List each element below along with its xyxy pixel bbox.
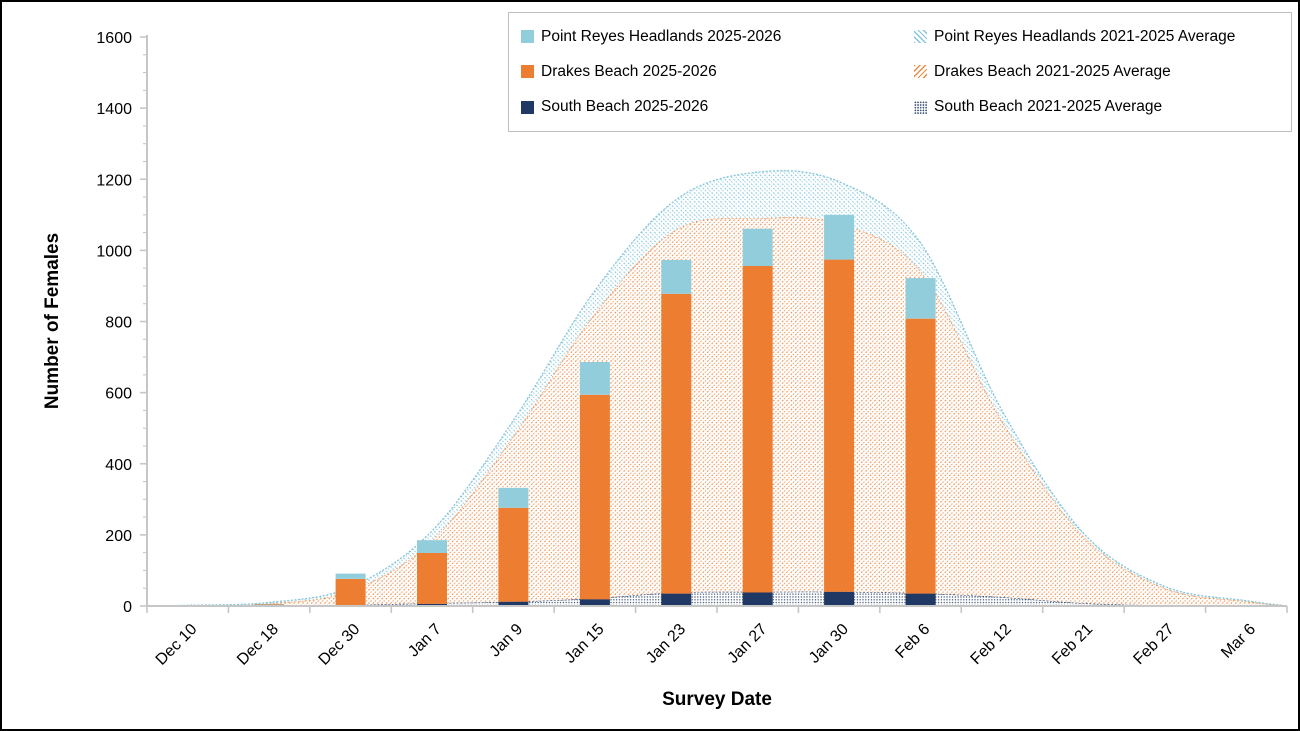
bar-segment — [498, 601, 529, 606]
legend-label: South Beach 2025-2026 — [541, 98, 709, 116]
bar-segment — [417, 553, 447, 604]
bar-segment — [661, 593, 692, 606]
bar-segment — [335, 579, 366, 606]
legend-swatch-prh-hatch-icon — [914, 30, 927, 44]
y-tick-label: 1200 — [96, 172, 132, 189]
x-tick-label: Dec 18 — [234, 621, 282, 669]
bar-segment — [742, 266, 773, 593]
bar-segment — [579, 362, 610, 395]
legend-swatch-south-solid-icon — [521, 100, 534, 114]
y-tick-label: 400 — [105, 457, 132, 474]
x-tick-label: Feb 12 — [968, 621, 1015, 668]
legend-swatch-drakes-solid-icon — [521, 65, 534, 79]
legend: Point Reyes Headlands 2025-2026 Point Re… — [508, 12, 1292, 132]
bar-segment — [661, 260, 692, 294]
average-area-diagonal-forward — [147, 217, 1287, 607]
bar-segment — [417, 603, 447, 606]
bar-segment — [417, 540, 447, 553]
bar-segment — [824, 591, 855, 606]
y-tick-label: 800 — [105, 315, 132, 332]
legend-label: Drakes Beach 2025-2026 — [541, 62, 717, 80]
x-axis-labels: Dec 10 Dec 18 Dec 30 Jan 7 Jan 9 Jan 15 Jan 23… — [153, 621, 1260, 669]
x-tick-label: Jan 15 — [562, 621, 608, 667]
y-tick-label: 1000 — [96, 243, 132, 260]
axes-layer — [140, 35, 1288, 613]
y-tick-label: 0 — [123, 599, 132, 616]
bar-segment — [905, 318, 936, 594]
x-tick-label: Jan 9 — [487, 621, 527, 661]
bar-segment — [254, 603, 285, 605]
y-tick-label: 200 — [105, 528, 132, 545]
y-axis-labels: 0 200 400 600 800 1000 1200 1400 1600 — [96, 30, 132, 616]
legend-label: Drakes Beach 2021-2025 Average — [934, 62, 1171, 80]
bar-segment — [579, 599, 610, 606]
bar-segment — [742, 592, 773, 606]
bar-segment — [254, 604, 285, 606]
x-tick-label: Feb 6 — [892, 621, 933, 662]
x-tick-label: Jan 7 — [405, 621, 445, 661]
legend-label: Point Reyes Headlands 2025-2026 — [541, 27, 782, 45]
bar-segment — [905, 593, 936, 606]
legend-item-drakes-current: Drakes Beach 2025-2026 — [521, 63, 914, 81]
bar-segment — [335, 573, 366, 579]
y-axis-title: Number of Females — [42, 233, 63, 409]
average-areas-layer — [147, 170, 1288, 607]
bar-segment — [579, 394, 610, 600]
x-tick-label: Feb 27 — [1130, 621, 1177, 668]
average-area-edge — [147, 170, 1288, 607]
legend-swatch-prh-solid-icon — [521, 30, 534, 44]
x-tick-label: Jan 27 — [725, 621, 771, 667]
x-tick-label: Jan 30 — [806, 621, 852, 667]
bar-segment — [742, 228, 773, 266]
legend-swatch-drakes-hatch-icon — [914, 65, 927, 79]
legend-item-drakes-average: Drakes Beach 2021-2025 Average — [914, 63, 1287, 81]
bar-segment — [824, 259, 855, 592]
legend-item-prh-current: Point Reyes Headlands 2025-2026 — [521, 28, 914, 46]
legend-item-south-average: South Beach 2021-2025 Average — [914, 98, 1287, 116]
y-tick-label: 1600 — [96, 30, 132, 47]
x-tick-label: Dec 30 — [316, 621, 364, 669]
legend-label: South Beach 2021-2025 Average — [934, 98, 1163, 116]
bar-segment — [661, 293, 692, 594]
y-tick-label: 1400 — [96, 101, 132, 118]
legend-item-south-current: South Beach 2025-2026 — [521, 98, 914, 116]
x-tick-label: Jan 23 — [643, 621, 689, 667]
x-axis-title: Survey Date — [662, 689, 772, 710]
legend-item-prh-average: Point Reyes Headlands 2021-2025 Average — [914, 28, 1287, 46]
bar-segment — [824, 214, 855, 260]
bar-segment — [498, 487, 529, 508]
x-tick-label: Mar 6 — [1218, 621, 1259, 662]
legend-label: Point Reyes Headlands 2021-2025 Average — [934, 27, 1236, 45]
x-tick-label: Feb 21 — [1049, 621, 1096, 668]
average-area-dots — [147, 591, 1287, 606]
bars-layer — [172, 214, 936, 607]
legend-swatch-south-dots-icon — [914, 100, 927, 114]
bar-segment — [498, 507, 529, 602]
bar-segment — [905, 278, 936, 319]
x-tick-label: Dec 10 — [153, 621, 201, 669]
y-tick-label: 600 — [105, 386, 132, 403]
